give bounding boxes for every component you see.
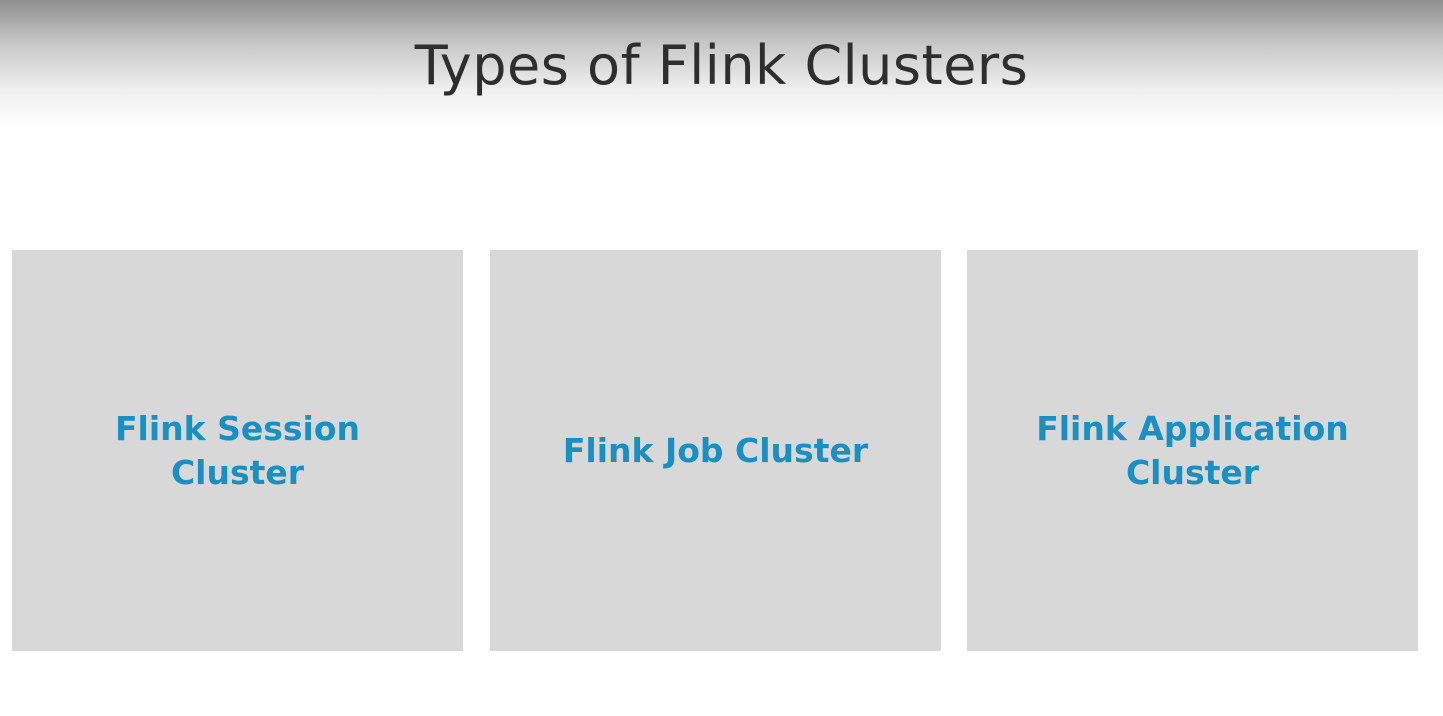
card-job-cluster: Flink Job Cluster [490, 250, 941, 651]
card-label: Flink Session Cluster [114, 408, 360, 492]
card-session-cluster: Flink Session Cluster [12, 250, 463, 651]
title-band [0, 0, 1443, 130]
slide-title: Types of Flink Clusters [414, 34, 1029, 97]
card-label: Flink Job Cluster [562, 430, 869, 470]
card-application-cluster: Flink Application Cluster [967, 250, 1418, 651]
card-label: Flink Application Cluster [1036, 408, 1349, 492]
